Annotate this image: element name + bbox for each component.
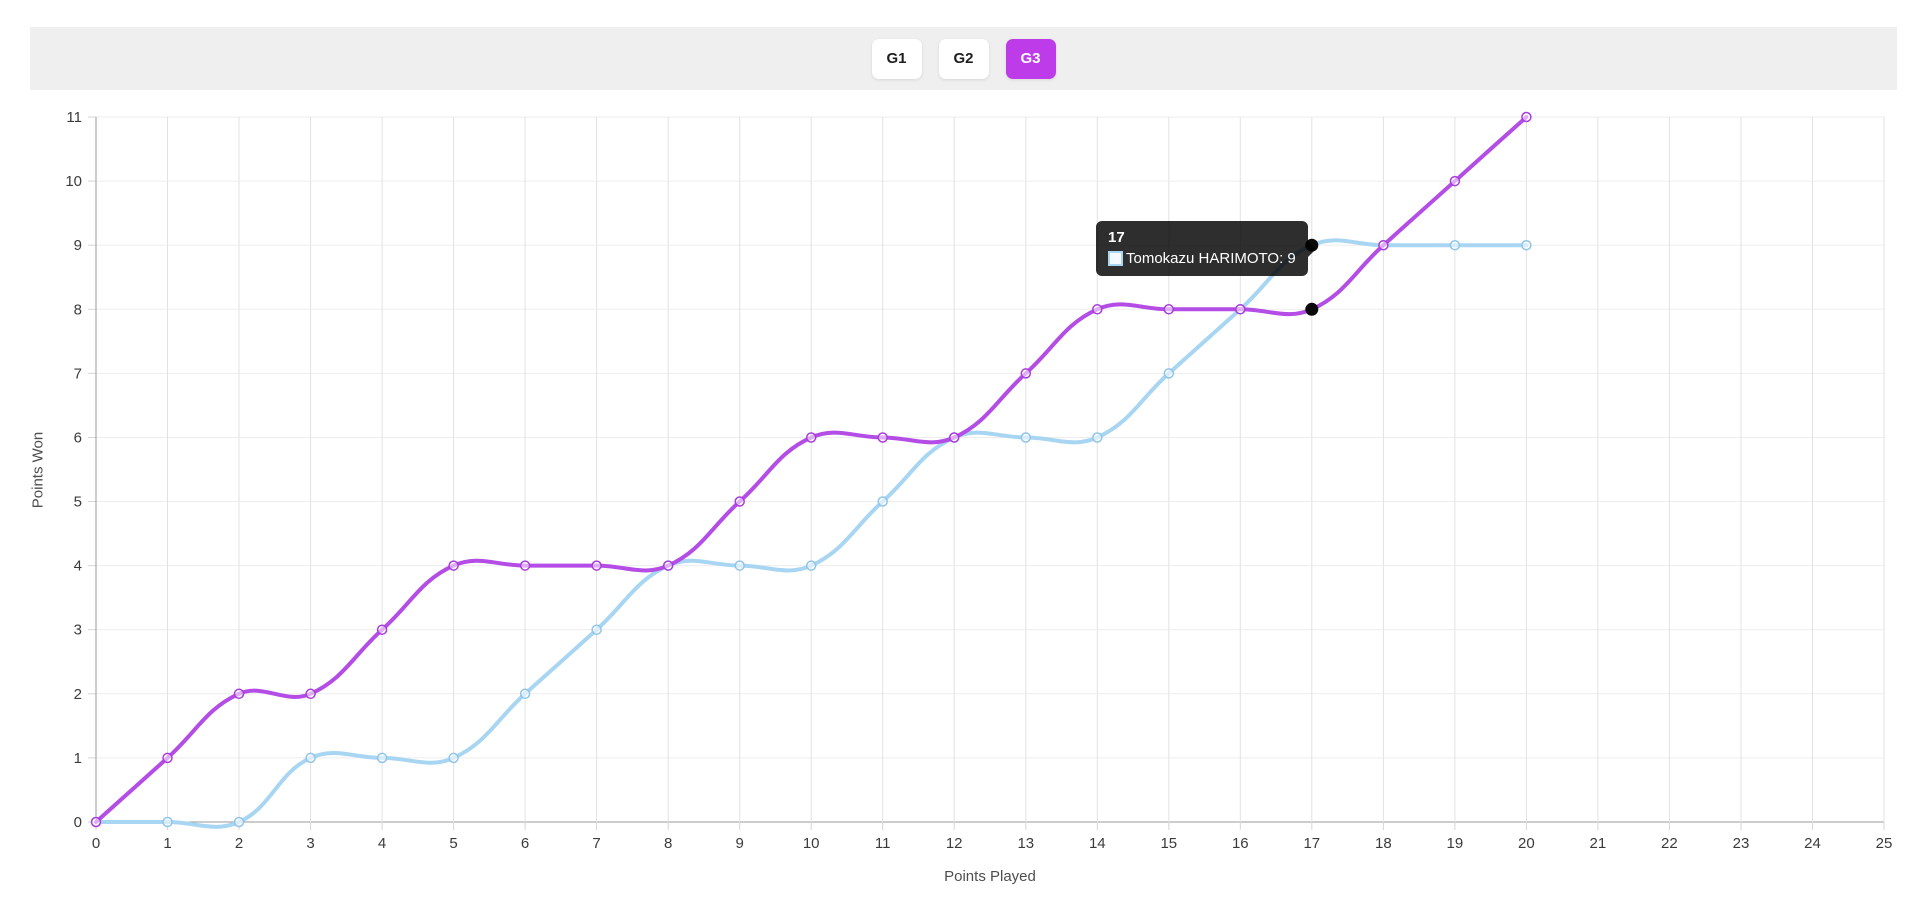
x-tick-label: 8 — [664, 835, 672, 852]
tab-g2[interactable]: G2 — [938, 38, 989, 79]
x-tick-label: 1 — [163, 835, 171, 852]
x-tick-label: 16 — [1232, 835, 1249, 852]
y-tick-label: 4 — [74, 558, 82, 575]
x-tick-label: 7 — [592, 835, 600, 852]
data-point-marker — [376, 752, 388, 764]
data-point-marker — [877, 432, 888, 443]
x-tick-label: 12 — [946, 835, 963, 852]
x-tick-label: 2 — [235, 835, 243, 852]
x-tick-label: 22 — [1661, 835, 1678, 852]
tooltip-label: Tomokazu HARIMOTO: 9 — [1126, 250, 1296, 267]
x-tick-label: 17 — [1303, 835, 1320, 852]
data-point-marker — [1521, 239, 1532, 251]
y-tick-label: 9 — [74, 237, 82, 254]
data-point-marker — [948, 432, 960, 443]
hover-point — [1305, 302, 1319, 316]
data-point-marker — [1020, 368, 1032, 379]
series-line — [94, 115, 1529, 824]
data-point-marker — [305, 752, 316, 764]
series-swatch-icon — [1108, 251, 1123, 266]
x-tick-label: 6 — [521, 835, 529, 852]
y-tick-label: 2 — [74, 686, 82, 703]
x-tick-label: 10 — [803, 835, 820, 852]
x-tick-label: 23 — [1733, 835, 1750, 852]
data-point-marker — [162, 752, 173, 764]
data-point-marker — [519, 688, 531, 700]
data-point-marker — [1521, 111, 1532, 123]
x-tick-label: 9 — [736, 835, 744, 852]
x-tick-label: 21 — [1590, 835, 1607, 852]
data-point-marker — [376, 624, 388, 635]
data-point-marker — [1449, 239, 1461, 251]
x-tick-label: 18 — [1375, 835, 1392, 852]
data-point-marker — [591, 624, 602, 635]
data-point-marker — [448, 560, 459, 571]
data-point-marker — [1020, 432, 1032, 443]
data-point-marker — [1163, 368, 1175, 379]
x-tick-label: 19 — [1447, 835, 1464, 852]
tooltip-row: Tomokazu HARIMOTO: 9 — [1108, 250, 1296, 267]
tooltip-title: 17 — [1108, 229, 1125, 246]
data-point-marker — [1163, 304, 1175, 315]
data-point-marker — [805, 560, 817, 571]
chart-tooltip: 17 Tomokazu HARIMOTO: 9 — [1096, 221, 1316, 276]
tab-g3[interactable]: G3 — [1005, 38, 1056, 79]
y-tick-label: 8 — [74, 301, 82, 318]
data-point-marker — [1092, 432, 1103, 443]
x-tick-label: 4 — [378, 835, 386, 852]
data-point-marker — [1378, 239, 1389, 251]
data-point-marker — [734, 496, 745, 507]
data-point-marker — [734, 560, 745, 571]
data-point-marker — [1092, 304, 1103, 315]
data-point-marker — [805, 432, 817, 443]
data-point-marker — [591, 560, 602, 571]
data-point-marker — [662, 560, 674, 571]
y-axis-title: Points Won — [29, 431, 47, 509]
x-tick-label: 14 — [1089, 835, 1106, 852]
x-tick-label: 3 — [306, 835, 314, 852]
data-point-marker — [1449, 175, 1461, 187]
x-tick-label: 5 — [449, 835, 457, 852]
x-tick-label: 24 — [1804, 835, 1821, 852]
x-axis-title: Points Played — [944, 868, 1036, 885]
data-point-marker — [162, 816, 173, 828]
data-point-marker — [1235, 304, 1246, 315]
data-point-marker — [90, 816, 102, 828]
x-tick-label: 15 — [1160, 835, 1177, 852]
data-point-marker — [519, 560, 531, 571]
x-tick-label: 20 — [1518, 835, 1535, 852]
data-point-marker — [448, 752, 459, 764]
y-tick-label: 1 — [74, 750, 82, 767]
data-point-marker — [233, 816, 245, 828]
y-tick-label: 11 — [66, 109, 82, 126]
x-tick-label: 0 — [92, 835, 100, 852]
x-tick-label: 13 — [1017, 835, 1034, 852]
y-tick-label: 7 — [74, 365, 82, 382]
data-point-marker — [877, 496, 888, 507]
x-tick-label: 11 — [875, 835, 891, 852]
y-tick-label: 0 — [74, 814, 82, 831]
x-tick-label: 25 — [1876, 835, 1893, 852]
tab-g1[interactable]: G1 — [871, 38, 922, 79]
data-point-marker — [305, 688, 316, 700]
y-tick-label: 10 — [65, 173, 82, 190]
y-tick-label: 6 — [74, 430, 82, 447]
y-tick-label: 3 — [74, 622, 82, 639]
y-tick-label: 5 — [74, 494, 82, 511]
game-selector-bar: G1 G2 G3 — [30, 27, 1897, 90]
data-point-marker — [233, 688, 245, 700]
